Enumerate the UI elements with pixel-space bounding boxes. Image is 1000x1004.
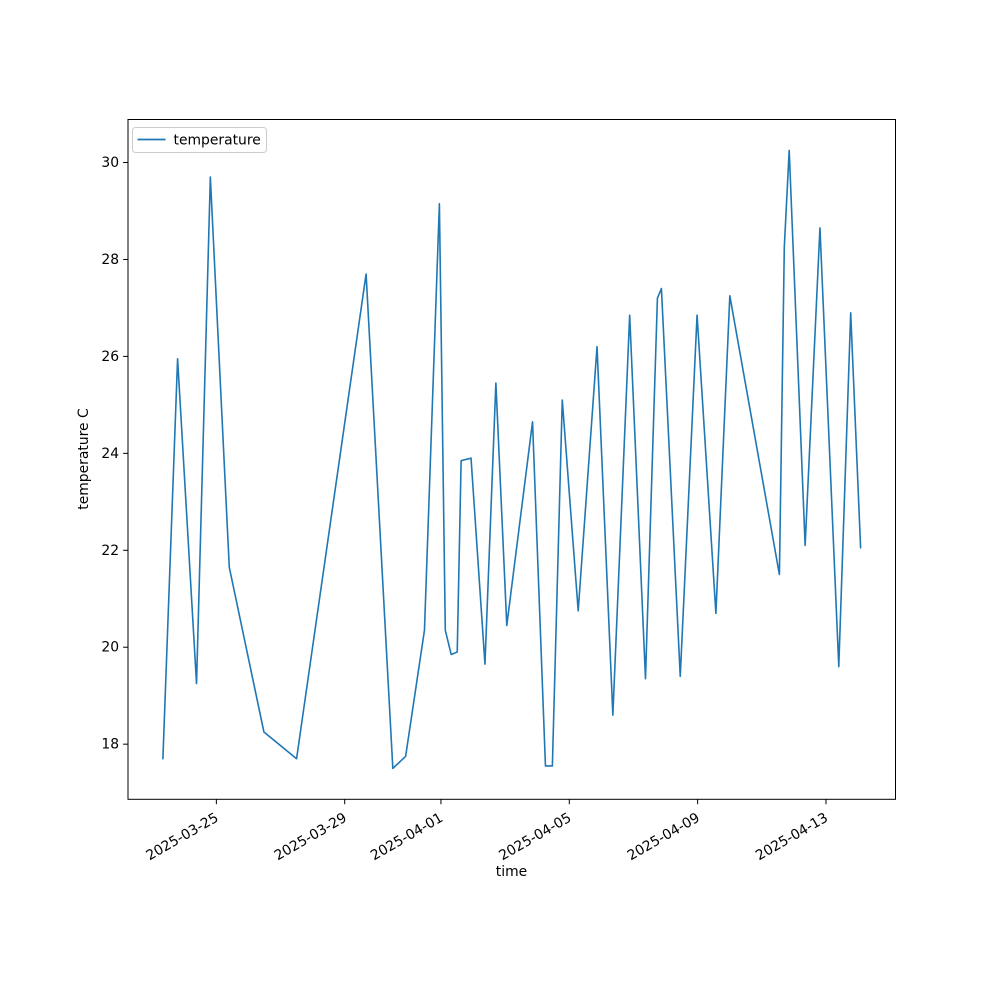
legend: temperature	[132, 127, 267, 153]
x-tick-label: 2025-04-05	[496, 810, 574, 864]
x-tick-label: 2025-04-01	[368, 810, 446, 864]
y-tick-label: 30	[101, 155, 119, 171]
x-axis-label: time	[496, 864, 527, 880]
series-group	[162, 149, 862, 770]
x-tick-label: 2025-03-25	[143, 810, 221, 864]
plot-area	[127, 119, 896, 800]
y-tick-label: 26	[101, 349, 119, 365]
legend-box	[132, 127, 267, 153]
y-axis-ticks: 18 20 22 24 26 28 30	[101, 155, 128, 753]
legend-label: temperature	[174, 133, 261, 149]
y-tick-label: 28	[101, 252, 119, 268]
y-axis-label: temperature C	[76, 408, 92, 509]
x-tick-label: 2025-04-09	[625, 810, 703, 864]
y-tick-label: 22	[101, 543, 119, 559]
y-tick-label: 18	[101, 737, 119, 753]
y-tick-label: 24	[101, 446, 119, 462]
temperature-line	[162, 149, 862, 770]
x-tick-label: 2025-03-29	[272, 810, 350, 864]
x-axis-ticks: 2025-03-25 2025-03-29 2025-04-01 2025-04-05…	[143, 799, 831, 864]
y-tick-label: 20	[101, 640, 119, 656]
x-tick-label: 2025-04-13	[753, 810, 831, 864]
